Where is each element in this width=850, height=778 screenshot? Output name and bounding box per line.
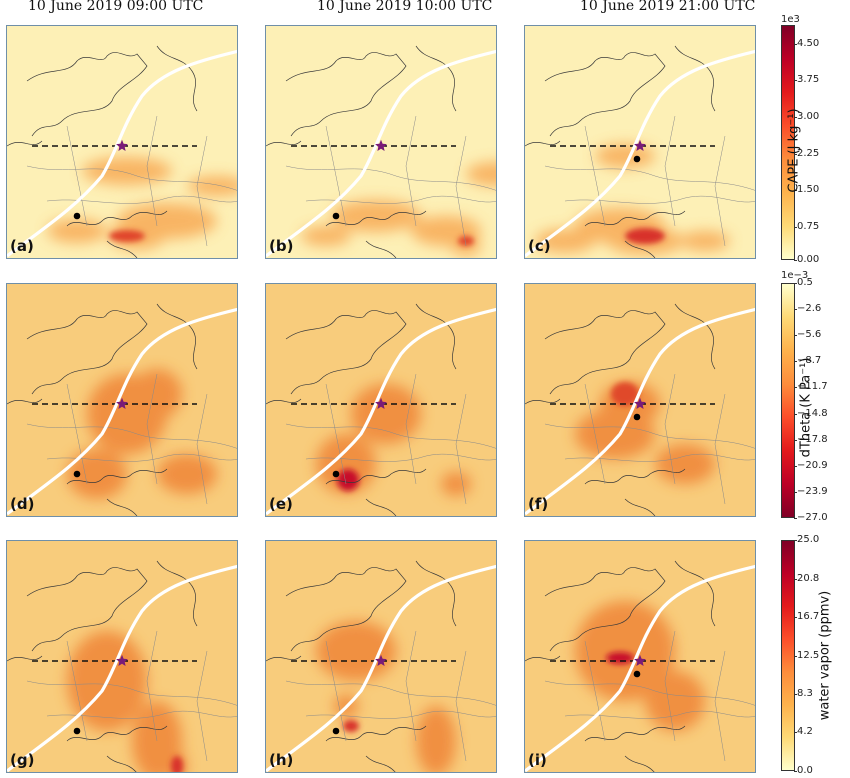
- coastline: [7, 303, 198, 516]
- colorbar-tick: 2.25: [793, 147, 820, 159]
- colorbar-tick: 3.00: [793, 111, 820, 123]
- panel-label: (g): [10, 751, 35, 769]
- star-marker: [375, 397, 387, 409]
- panel-label: (f): [528, 495, 549, 513]
- trajectory-line: [525, 564, 755, 772]
- star-marker: [375, 654, 387, 666]
- panel-label: (c): [528, 237, 551, 255]
- colorbar-tick: −17.8: [794, 433, 828, 445]
- star-marker: [375, 139, 387, 151]
- map-panel-b: (b): [265, 25, 497, 259]
- coastline: [525, 560, 716, 772]
- trajectory-line: [7, 307, 237, 516]
- colorbar-tick: −27.0: [794, 512, 828, 523]
- position-dot: [332, 212, 340, 220]
- map-panel-c: (c): [524, 25, 756, 259]
- position-dot: [633, 670, 641, 678]
- star-marker: [634, 654, 646, 666]
- colorbar-tick: 4.2: [794, 726, 813, 738]
- map-panel-e: (e): [265, 283, 497, 517]
- colorbar-tick: −23.9: [794, 485, 828, 497]
- position-dot: [633, 413, 641, 421]
- water-vapor-colorbar: [781, 540, 795, 771]
- map-panel-i: (i): [524, 540, 756, 773]
- trajectory-line: [525, 307, 755, 516]
- cape-colorbar: [781, 25, 795, 260]
- trajectory-line: [266, 49, 496, 258]
- dtheta-colorbar: [781, 283, 795, 518]
- colorbar-tick: 4.50: [793, 37, 820, 49]
- coastline: [266, 45, 457, 258]
- position-dot: [332, 727, 340, 735]
- panel-label: (h): [269, 751, 294, 769]
- colorbar-tick: 16.7: [793, 610, 820, 622]
- colorbar-tick: 0.75: [793, 221, 820, 233]
- colorbar-tick: 12.5: [793, 649, 820, 661]
- dtheta-exponent: 1e−3: [781, 270, 809, 281]
- position-dot: [73, 470, 81, 478]
- colorbar-tick: −11.7: [794, 381, 828, 393]
- position-dot: [633, 155, 641, 163]
- coastline: [266, 560, 457, 772]
- colorbar-tick: 25.0: [793, 534, 820, 545]
- position-dot: [73, 727, 81, 735]
- star-marker: [634, 139, 646, 151]
- star-marker: [634, 397, 646, 409]
- trajectory-line: [7, 49, 237, 258]
- colorbar-tick: 0.5: [794, 277, 813, 288]
- cape-colorbar-label: CAPE (J kg⁻¹): [786, 108, 802, 193]
- panel-label: (b): [269, 237, 294, 255]
- star-marker: [116, 397, 128, 409]
- map-panel-a: (a): [6, 25, 238, 259]
- colorbar-tick: 0.00: [793, 254, 820, 265]
- panel-label: (e): [269, 495, 293, 513]
- map-panel-g: (g): [6, 540, 238, 773]
- panel-label: (d): [10, 495, 35, 513]
- colorbar-tick: −14.8: [794, 407, 828, 419]
- colorbar-tick: 0.0: [794, 765, 813, 776]
- dtheta-colorbar-label: dTheta (K Pa⁻¹): [798, 357, 814, 458]
- title-0900: 10 June 2019 09:00 UTC: [28, 0, 204, 14]
- panel-label: (i): [528, 751, 547, 769]
- coastline: [525, 45, 716, 258]
- position-dot: [332, 470, 340, 478]
- title-2100: 10 June 2019 21:00 UTC: [580, 0, 756, 14]
- panel-label: (a): [10, 237, 34, 255]
- colorbar-tick: −5.6: [793, 329, 822, 341]
- trajectory-line: [266, 564, 496, 772]
- star-marker: [116, 139, 128, 151]
- colorbar-tick: −20.9: [794, 459, 828, 471]
- colorbar-tick: 20.8: [793, 572, 820, 584]
- map-panel-h: (h): [265, 540, 497, 773]
- coastline: [525, 303, 716, 516]
- coastline: [7, 45, 198, 258]
- coastline: [7, 560, 198, 772]
- cape-exponent: 1e3: [781, 14, 800, 25]
- map-panel-f: (f): [524, 283, 756, 517]
- position-dot: [73, 212, 81, 220]
- colorbar-tick: 1.50: [793, 184, 820, 196]
- map-panel-d: (d): [6, 283, 238, 517]
- colorbar-tick: 3.75: [793, 74, 820, 86]
- water-vapor-colorbar-label: water vapor (ppmv): [817, 590, 833, 721]
- trajectory-line: [525, 49, 755, 258]
- coastline: [266, 303, 457, 516]
- colorbar-tick: −8.7: [793, 355, 822, 367]
- colorbar-tick: −2.6: [793, 303, 822, 315]
- trajectory-line: [266, 307, 496, 516]
- colorbar-tick: 8.3: [794, 688, 813, 699]
- star-marker: [116, 654, 128, 666]
- title-1000: 10 June 2019 10:00 UTC: [317, 0, 493, 14]
- trajectory-line: [7, 564, 237, 772]
